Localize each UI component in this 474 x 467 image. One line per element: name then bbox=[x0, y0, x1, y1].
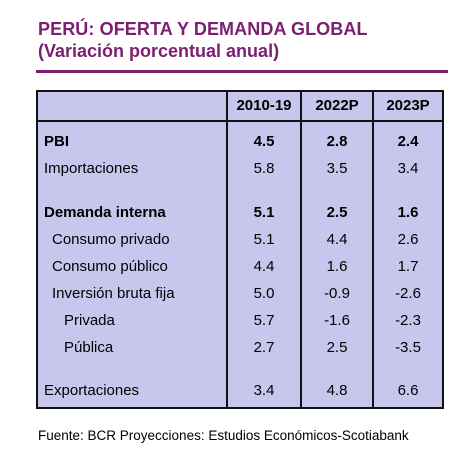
cell-value: 6.6 bbox=[397, 382, 419, 399]
column-divider bbox=[226, 92, 228, 407]
cell-value: -1.6 bbox=[324, 312, 350, 329]
table-row: Inversión bruta fija 5.0 -0.9 -2.6 bbox=[38, 281, 442, 307]
cell-value: 4.5 bbox=[253, 133, 275, 150]
cell-value: -2.3 bbox=[395, 312, 421, 329]
data-table: 2010-19 2022P 2023P PBI 4.5 2.8 2.4 Impo… bbox=[36, 90, 444, 409]
column-header-2023p: 2023P bbox=[386, 97, 430, 114]
cell-value: 2.4 bbox=[397, 133, 419, 150]
cell-value: 5.8 bbox=[253, 160, 275, 177]
table-row: Exportaciones 3.4 4.8 6.6 bbox=[38, 378, 442, 404]
title-rule bbox=[36, 70, 448, 73]
table-row: Pública 2.7 2.5 -3.5 bbox=[38, 335, 442, 361]
cell-value: -2.6 bbox=[395, 285, 421, 302]
table-row: Importaciones 5.8 3.5 3.4 bbox=[38, 156, 442, 182]
cell-value: 2.7 bbox=[253, 339, 275, 356]
row-label: Importaciones bbox=[44, 160, 139, 177]
table-row: PBI 4.5 2.8 2.4 bbox=[38, 129, 442, 155]
cell-value: 4.4 bbox=[326, 231, 348, 248]
table-row: Consumo público 4.4 1.6 1.7 bbox=[38, 254, 442, 280]
row-label: Inversión bruta fija bbox=[52, 285, 175, 302]
column-divider bbox=[372, 92, 374, 407]
row-label: Privada bbox=[64, 312, 115, 329]
cell-value: 1.7 bbox=[397, 258, 419, 275]
page-title: PERÚ: OFERTA Y DEMANDA GLOBAL bbox=[38, 19, 368, 39]
column-divider bbox=[300, 92, 302, 407]
cell-value: 3.5 bbox=[326, 160, 348, 177]
cell-value: 4.8 bbox=[326, 382, 348, 399]
cell-value: -3.5 bbox=[395, 339, 421, 356]
row-label: Consumo privado bbox=[52, 231, 170, 248]
cell-value: 5.0 bbox=[253, 285, 275, 302]
row-label: Demanda interna bbox=[44, 204, 166, 221]
cell-value: 2.8 bbox=[326, 133, 348, 150]
cell-value: 4.4 bbox=[253, 258, 275, 275]
table-row: Consumo privado 5.1 4.4 2.6 bbox=[38, 227, 442, 253]
row-label: Consumo público bbox=[52, 258, 168, 275]
cell-value: 2.5 bbox=[326, 339, 348, 356]
cell-value: 3.4 bbox=[253, 382, 275, 399]
row-label: Pública bbox=[64, 339, 114, 356]
cell-value: 5.1 bbox=[253, 204, 275, 221]
source-note: Fuente: BCR Proyecciones: Estudios Econó… bbox=[38, 428, 409, 443]
table-row: Demanda interna 5.1 2.5 1.6 bbox=[38, 200, 442, 226]
cell-value: 2.5 bbox=[326, 204, 348, 221]
cell-value: 3.4 bbox=[397, 160, 419, 177]
cell-value: 2.6 bbox=[397, 231, 419, 248]
cell-value: 1.6 bbox=[397, 204, 419, 221]
table-row: Privada 5.7 -1.6 -2.3 bbox=[38, 308, 442, 334]
cell-value: 5.7 bbox=[253, 312, 275, 329]
row-label: Exportaciones bbox=[44, 382, 140, 399]
column-header-2010-19: 2010-19 bbox=[236, 97, 292, 114]
cell-value: -0.9 bbox=[324, 285, 350, 302]
column-header-2022p: 2022P bbox=[315, 97, 359, 114]
cell-value: 5.1 bbox=[253, 231, 275, 248]
page-subtitle: (Variación porcentual anual) bbox=[38, 41, 280, 61]
row-label: PBI bbox=[44, 133, 70, 150]
table-header: 2010-19 2022P 2023P bbox=[38, 92, 442, 122]
cell-value: 1.6 bbox=[326, 258, 348, 275]
